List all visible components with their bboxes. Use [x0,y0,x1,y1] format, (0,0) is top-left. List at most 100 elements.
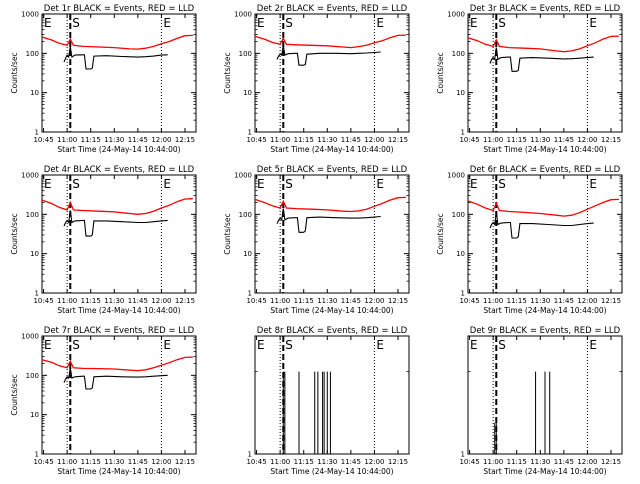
x-tick-label: 11:30 [104,458,124,466]
x-tick-label: 12:15 [601,297,621,305]
marker-label: E [44,16,52,30]
marker-label: E [44,338,52,352]
marker-label: E [470,16,478,30]
x-tick-label: 12:00 [151,458,171,466]
panel-title: Det 6r BLACK = Events, RED = LLD [470,165,621,175]
marker-label: E [376,338,384,352]
plot-frame [254,13,410,133]
x-tick-label: 11:15 [294,297,314,305]
events-rate-line [276,45,381,66]
panel-title: Det 5r BLACK = Events, RED = LLD [257,165,408,175]
x-tick-label: 11:30 [104,297,124,305]
y-tick-label: 10 [243,89,252,97]
detector-panel-2: Det 2r BLACK = Events, RED = LLD E S E 10:45… [223,4,410,154]
y-tick-label: 100 [26,211,39,219]
detector-panel-3: Det 3r BLACK = Events, RED = LLD E S E 10:45… [436,4,623,154]
x-tick-label: 11:15 [507,136,527,144]
x-tick-label: 12:00 [364,297,384,305]
x-tick-label: 11:15 [507,297,527,305]
x-axis-label: Start Time (24-May-14 10:44:00) [270,145,393,154]
x-tick-label: 10:45 [459,458,479,466]
panel-title: Det 1r BLACK = Events, RED = LLD [44,4,195,14]
y-tick-label: 1000 [447,11,465,19]
x-tick-label: 11:30 [530,297,550,305]
x-axis-label: Start Time (24-May-14 10:44:00) [483,145,606,154]
marker-label: E [257,338,265,352]
y-tick-label: 1 [35,129,39,137]
y-tick-label: 10 [30,250,39,258]
marker-label: E [257,16,265,30]
x-tick-label: 12:15 [388,136,408,144]
y-tick-label: 1000 [21,172,39,180]
x-tick-label: 11:00 [270,297,290,305]
x-tick-label: 10:45 [246,458,266,466]
x-tick-label: 10:45 [246,136,266,144]
x-tick-label: 11:45 [128,458,148,466]
marker-label: S [285,338,293,352]
x-tick-label: 11:00 [270,136,290,144]
panel-title: Det 8r BLACK = Events, RED = LLD [257,326,408,336]
plot-frame [41,335,197,455]
plot-frame [467,13,623,133]
marker-label: E [163,177,171,191]
lld-rate-line [41,198,193,215]
x-tick-label: 11:15 [81,458,101,466]
x-tick-label: 12:00 [577,297,597,305]
lld-rate-line [41,34,193,50]
x-axis-label: Start Time (24-May-14 10:44:00) [57,306,180,315]
y-axis-label: Counts/sec [10,52,19,93]
events-rate-line [276,208,381,233]
x-tick-label: 11:30 [317,136,337,144]
x-axis-label: Start Time (24-May-14 10:44:00) [270,306,393,315]
x-tick-label: 10:45 [459,136,479,144]
x-tick-label: 11:45 [341,297,361,305]
detector-panel-1: Det 1r BLACK = Events, RED = LLD E S E 10:45… [10,4,197,154]
x-tick-label: 10:45 [33,458,53,466]
marker-label: S [498,177,506,191]
marker-label: E [376,177,384,191]
x-tick-label: 11:30 [317,458,337,466]
x-tick-label: 11:00 [483,458,503,466]
detector-panel-4: Det 4r BLACK = Events, RED = LLD E S E 10:45… [10,165,197,315]
y-tick-label: 1000 [234,172,252,180]
detector-panel-9: Det 9r BLACK = Events, RED = LLD E S E 10:45… [459,326,623,476]
y-tick-label: 1 [248,451,252,459]
x-tick-label: 11:15 [294,136,314,144]
x-tick-label: 11:30 [530,136,550,144]
y-tick-label: 100 [239,50,252,58]
y-tick-label: 10 [243,250,252,258]
x-tick-label: 11:45 [128,136,148,144]
x-tick-label: 11:30 [530,458,550,466]
x-tick-label: 12:00 [151,136,171,144]
x-tick-label: 12:15 [601,458,621,466]
x-tick-label: 12:00 [577,136,597,144]
lld-rate-line [467,198,619,217]
y-tick-label: 100 [452,50,465,58]
events-rate-line [489,211,594,239]
x-tick-label: 11:00 [270,458,290,466]
x-tick-label: 12:00 [577,458,597,466]
y-axis-label: Counts/sec [436,52,445,93]
x-axis-label: Start Time (24-May-14 10:44:00) [57,145,180,154]
y-axis-label: Counts/sec [436,213,445,254]
detector-panel-7: Det 7r BLACK = Events, RED = LLD E S E 10:45… [10,326,197,476]
x-tick-label: 12:00 [364,458,384,466]
x-tick-label: 11:45 [554,136,574,144]
lld-rate-line [254,34,406,49]
panel-title: Det 9r BLACK = Events, RED = LLD [470,326,621,336]
x-tick-label: 11:45 [554,297,574,305]
marker-label: E [257,177,265,191]
y-tick-label: 1 [461,290,465,298]
marker-label: E [163,16,171,30]
marker-label: E [44,177,52,191]
marker-label: E [163,338,171,352]
x-tick-label: 11:45 [128,297,148,305]
events-rate-line [63,367,168,390]
x-tick-label: 10:45 [246,297,266,305]
marker-label: S [498,16,506,30]
y-tick-label: 100 [239,211,252,219]
x-tick-label: 10:45 [459,297,479,305]
y-tick-label: 100 [26,50,39,58]
